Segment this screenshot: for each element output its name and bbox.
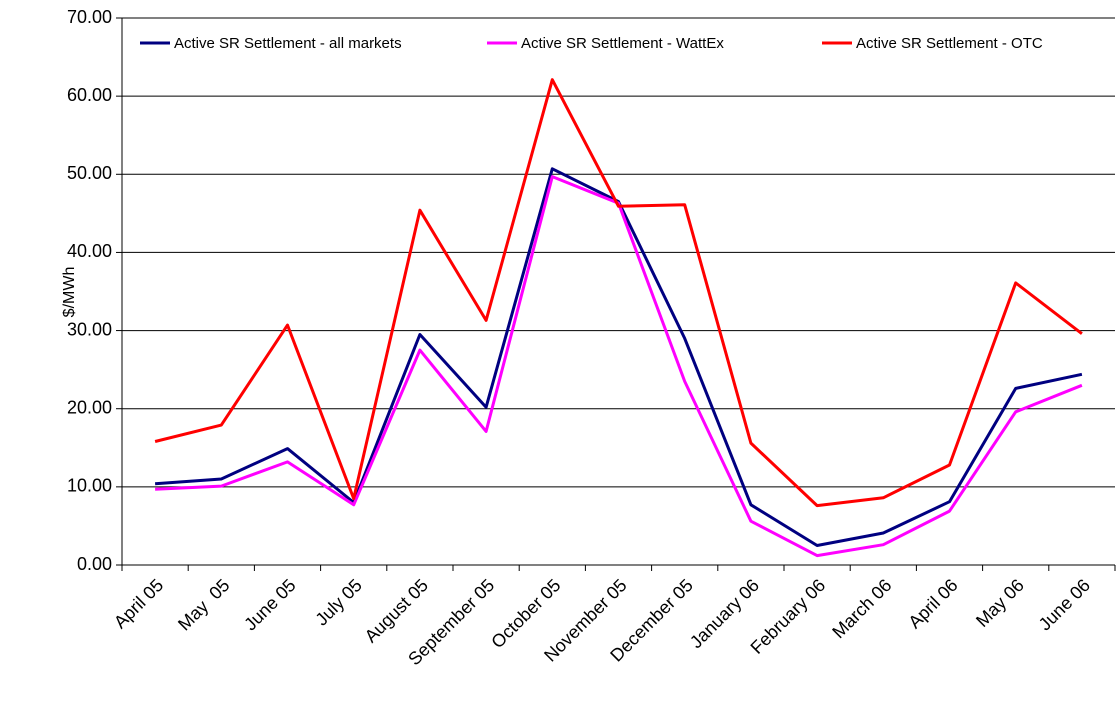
series-line xyxy=(154,78,1083,508)
y-tick-label: 60.00 xyxy=(67,85,112,105)
x-tick-label: June 06 xyxy=(1035,575,1094,634)
x-tick-label: July 05 xyxy=(311,575,365,629)
x-tick-label: June 05 xyxy=(240,575,299,634)
y-tick-label: 20.00 xyxy=(67,397,112,417)
series-line xyxy=(155,175,1083,558)
y-tick-label: 70.00 xyxy=(67,7,112,27)
x-tick-label: April 05 xyxy=(110,575,167,632)
y-tick-label: 10.00 xyxy=(67,476,112,496)
y-tick-label: 0.00 xyxy=(77,554,112,574)
x-tick-label: March 06 xyxy=(828,575,895,642)
x-tick-label: August 05 xyxy=(361,575,432,646)
legend-label: Active SR Settlement - WattEx xyxy=(521,35,724,52)
legend-label: Active SR Settlement - OTC xyxy=(856,35,1043,52)
x-tick-label: May 05 xyxy=(174,575,233,634)
y-axis-label: $/MWh xyxy=(61,267,78,318)
legend-label: Active SR Settlement - all markets xyxy=(174,35,402,52)
series-line xyxy=(154,167,1083,547)
y-tick-label: 40.00 xyxy=(67,241,112,261)
x-tick-label: April 06 xyxy=(904,575,961,632)
x-tick-label: May 06 xyxy=(972,575,1028,631)
y-tick-label: 50.00 xyxy=(67,163,112,183)
y-tick-label: 30.00 xyxy=(67,319,112,339)
